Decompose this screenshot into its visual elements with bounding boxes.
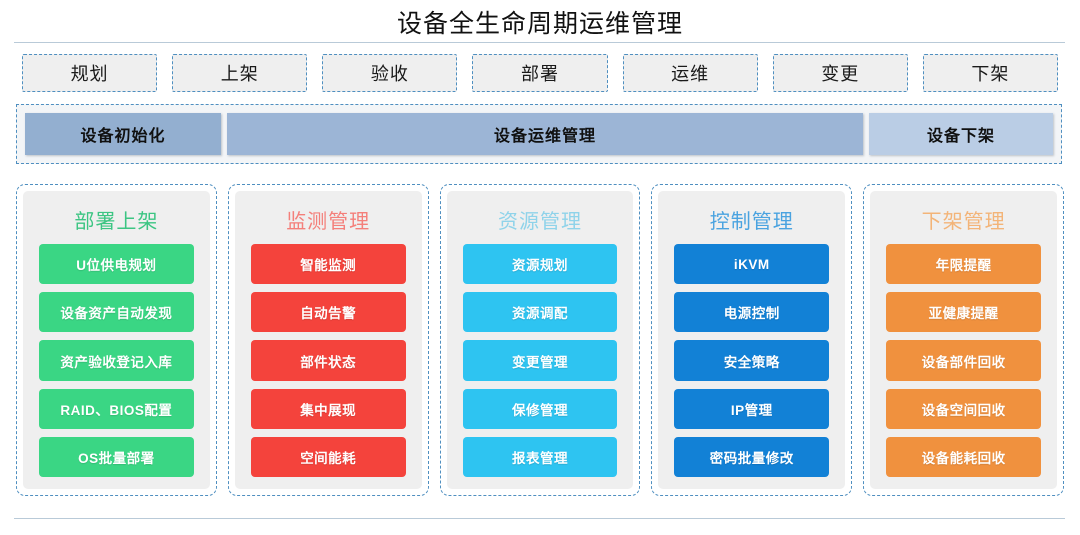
tile-item[interactable]: 资源调配 (462, 292, 618, 333)
tile-item[interactable]: 自动告警 (250, 292, 406, 333)
stage-label: 设备运维管理 (493, 128, 596, 145)
tile-item[interactable]: 亚健康提醒 (886, 292, 1041, 333)
tile-item[interactable]: 智能监测 (250, 244, 406, 285)
column-title: 下架管理 (921, 211, 1006, 233)
tile-item[interactable]: 集中展现 (250, 388, 406, 429)
phase-box-5[interactable]: 变更 (772, 54, 908, 92)
phase-box-2[interactable]: 验收 (322, 54, 458, 92)
stage-row: 设备初始化 设备运维管理 设备下架 (25, 113, 1053, 155)
column-inner: 部署上架 U位供电规划 设备资产自动发现 资产验收登记入库 RAID、BIOS配… (23, 191, 210, 489)
column-title: 部署上架 (74, 211, 159, 233)
tile-item[interactable]: RAID、BIOS配置 (39, 388, 194, 429)
stage-bar-initialization[interactable]: 设备初始化 (25, 113, 221, 155)
column-inner: 控制管理 iKVM 电源控制 安全策略 IP管理 密码批量修改 (658, 191, 846, 489)
tile-item[interactable]: 电源控制 (674, 292, 830, 333)
title-divider-top (14, 42, 1065, 43)
column-inner: 下架管理 年限提醒 亚健康提醒 设备部件回收 设备空间回收 设备能耗回收 (870, 191, 1057, 489)
tile-item[interactable]: 变更管理 (462, 340, 618, 381)
tile-item[interactable]: 安全策略 (674, 340, 830, 381)
tile-list: 资源规划 资源调配 变更管理 保修管理 报表管理 (462, 244, 618, 478)
phase-label: 上架 (220, 64, 259, 84)
stage-bar-operations[interactable]: 设备运维管理 (227, 113, 863, 155)
tile-list: U位供电规划 设备资产自动发现 资产验收登记入库 RAID、BIOS配置 OS批… (39, 244, 194, 478)
tile-item[interactable]: IP管理 (674, 388, 830, 429)
phase-box-6[interactable]: 下架 (922, 54, 1058, 92)
tile-item[interactable]: 部件状态 (250, 340, 406, 381)
phase-box-3[interactable]: 部署 (472, 54, 608, 92)
tile-item[interactable]: 设备部件回收 (886, 340, 1041, 381)
column-title: 监测管理 (286, 211, 371, 233)
tile-item[interactable]: 报表管理 (462, 436, 618, 478)
tile-item[interactable]: iKVM (674, 244, 830, 285)
column-inner: 监测管理 智能监测 自动告警 部件状态 集中展现 空间能耗 (234, 191, 422, 489)
stage-label: 设备初始化 (80, 128, 166, 145)
column-control: 控制管理 iKVM 电源控制 安全策略 IP管理 密码批量修改 (651, 184, 853, 496)
column-monitoring: 监测管理 智能监测 自动告警 部件状态 集中展现 空间能耗 (227, 184, 429, 496)
phase-label: 规划 (70, 64, 109, 84)
stage-bar-retirement[interactable]: 设备下架 (869, 113, 1053, 155)
lifecycle-phase-row: 规划 上架 验收 部署 运维 变更 下架 (22, 54, 1058, 92)
tile-item[interactable]: OS批量部署 (39, 436, 194, 478)
column-deployment: 部署上架 U位供电规划 设备资产自动发现 资产验收登记入库 RAID、BIOS配… (16, 184, 217, 496)
column-inner: 资源管理 资源规划 资源调配 变更管理 保修管理 报表管理 (446, 191, 634, 489)
tile-item[interactable]: 设备空间回收 (886, 388, 1041, 429)
phase-box-1[interactable]: 上架 (172, 54, 308, 92)
phase-box-4[interactable]: 运维 (622, 54, 758, 92)
tile-item[interactable]: 设备资产自动发现 (39, 292, 194, 333)
phase-label: 变更 (821, 64, 860, 84)
phase-label: 验收 (370, 64, 409, 84)
tile-item[interactable]: U位供电规划 (39, 244, 194, 285)
tile-list: 年限提醒 亚健康提醒 设备部件回收 设备空间回收 设备能耗回收 (886, 244, 1041, 478)
column-title: 控制管理 (709, 211, 794, 233)
phase-label: 运维 (671, 64, 710, 84)
column-decommission: 下架管理 年限提醒 亚健康提醒 设备部件回收 设备空间回收 设备能耗回收 (863, 184, 1064, 496)
phase-label: 下架 (971, 64, 1010, 84)
capability-columns: 部署上架 U位供电规划 设备资产自动发现 资产验收登记入库 RAID、BIOS配… (16, 184, 1064, 496)
stage-label: 设备下架 (926, 128, 995, 145)
column-title: 资源管理 (497, 211, 582, 233)
tile-list: iKVM 电源控制 安全策略 IP管理 密码批量修改 (674, 244, 830, 478)
phase-label: 部署 (520, 64, 559, 84)
phase-box-0[interactable]: 规划 (22, 54, 158, 92)
tile-item[interactable]: 保修管理 (462, 388, 618, 429)
stage-band: 设备初始化 设备运维管理 设备下架 (16, 104, 1062, 164)
page-title: 设备全生命周期运维管理 (396, 11, 683, 38)
tile-item[interactable]: 设备能耗回收 (886, 436, 1041, 478)
tile-list: 智能监测 自动告警 部件状态 集中展现 空间能耗 (250, 244, 406, 478)
tile-item[interactable]: 年限提醒 (886, 244, 1041, 285)
footer-divider (14, 518, 1065, 519)
tile-item[interactable]: 资产验收登记入库 (39, 340, 194, 381)
tile-item[interactable]: 密码批量修改 (674, 436, 830, 478)
column-resource: 资源管理 资源规划 资源调配 变更管理 保修管理 报表管理 (439, 184, 641, 496)
tile-item[interactable]: 空间能耗 (250, 436, 406, 478)
tile-item[interactable]: 资源规划 (462, 244, 618, 285)
